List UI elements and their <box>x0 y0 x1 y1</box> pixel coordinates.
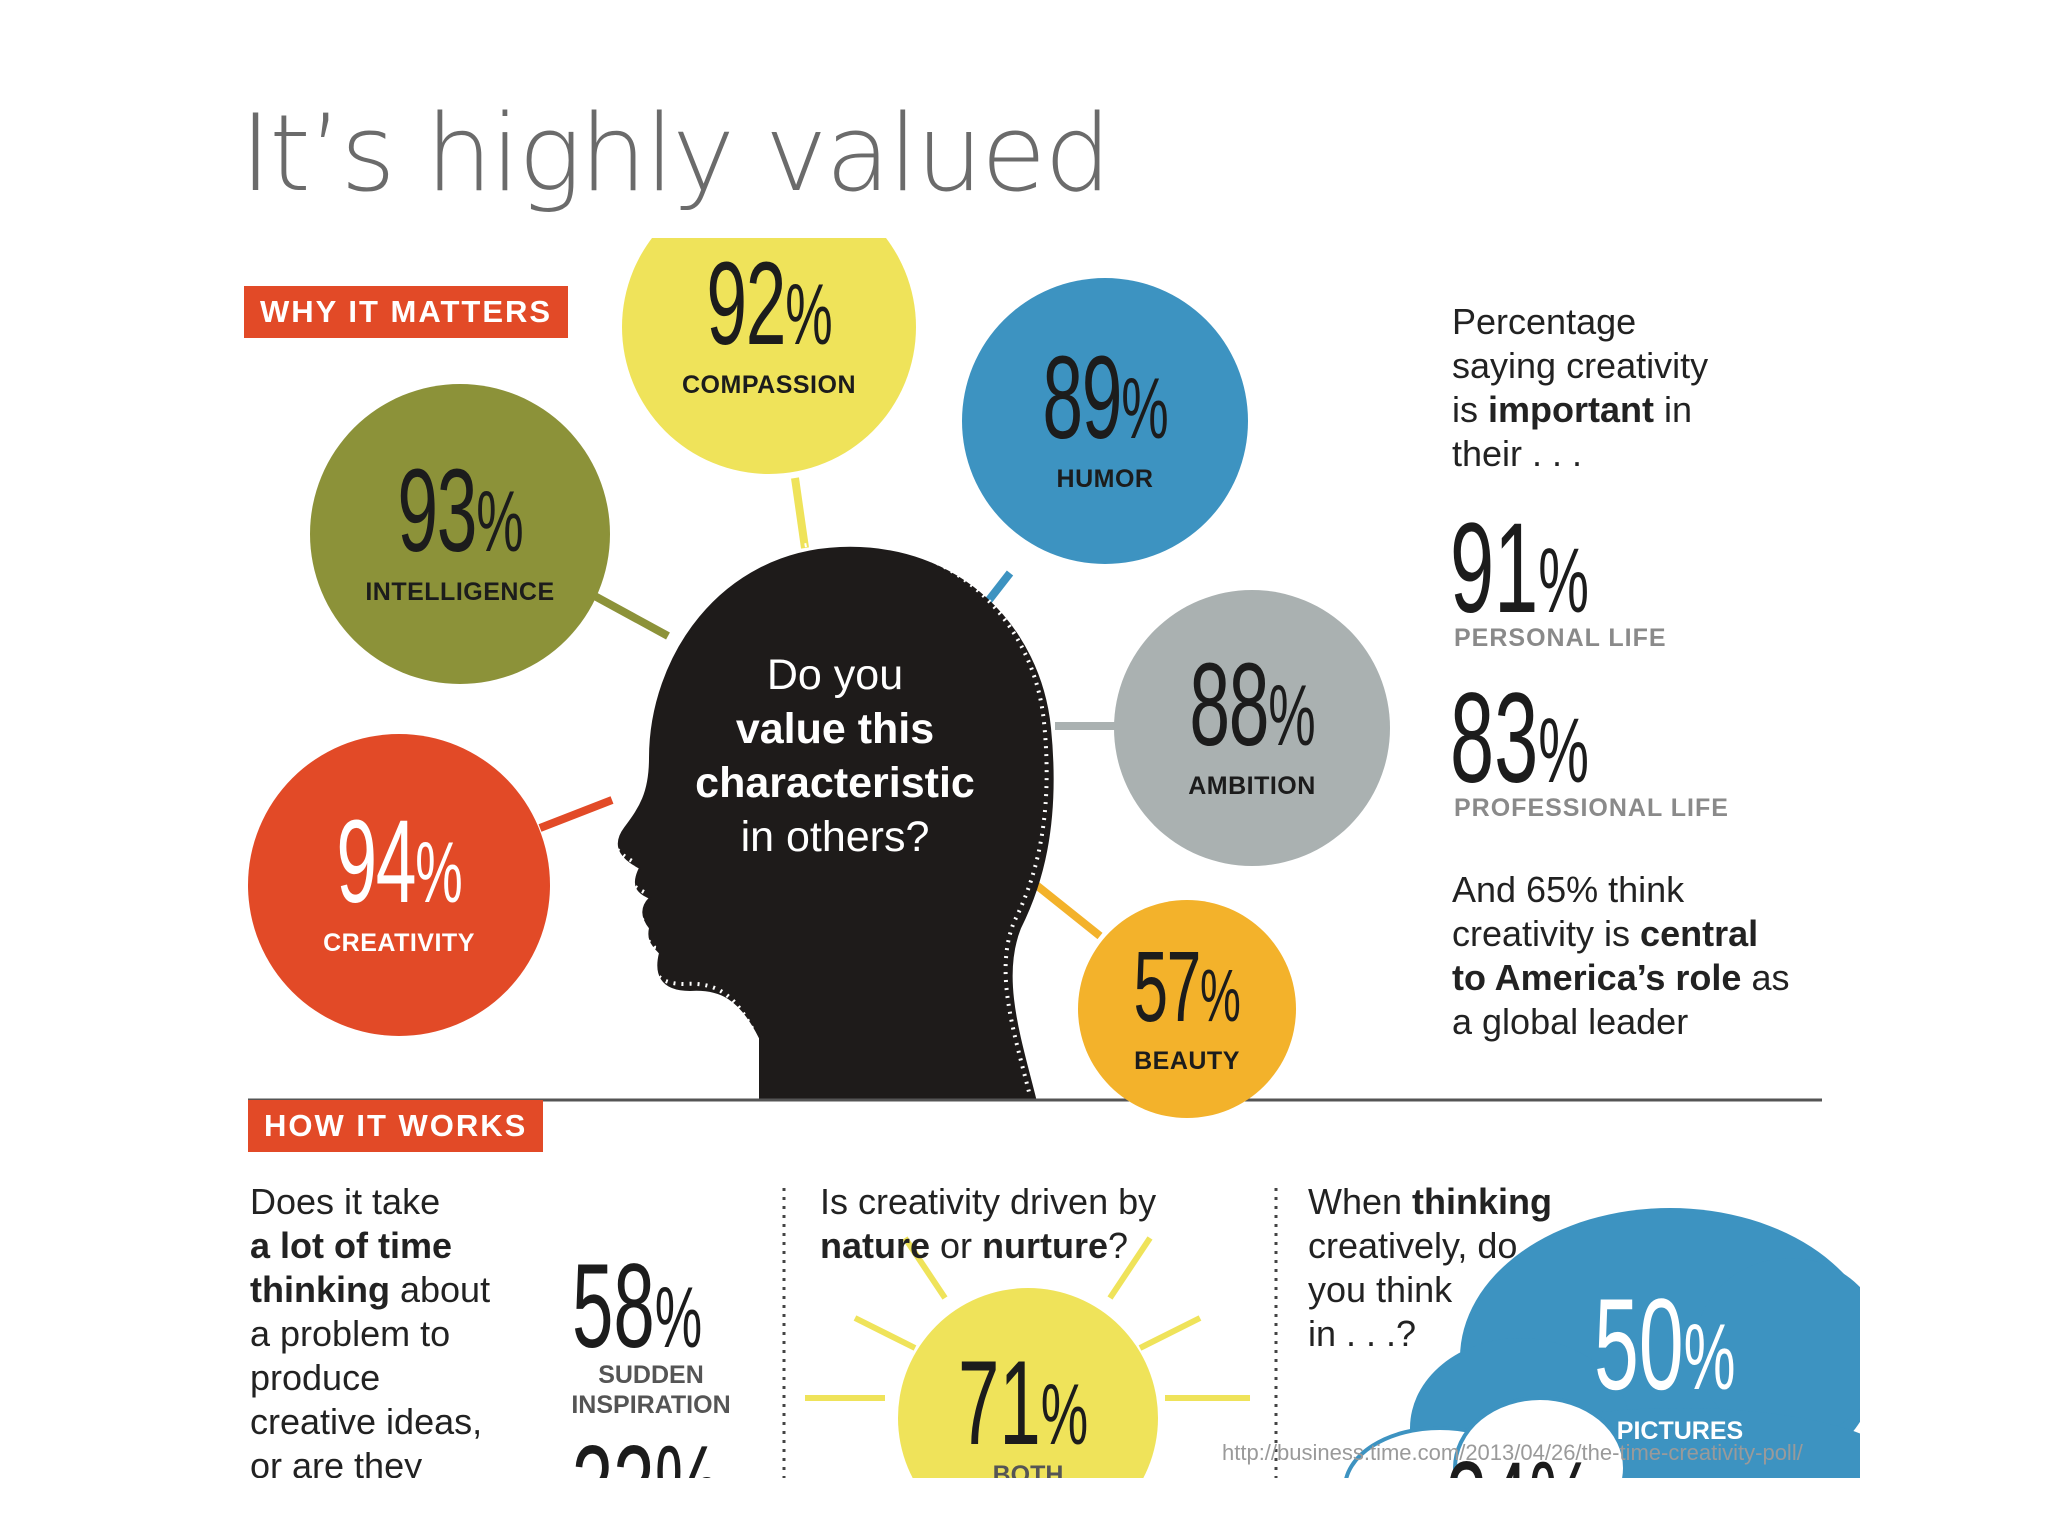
connector-compassion <box>791 477 809 549</box>
intelligence-percent: 93% <box>397 445 523 577</box>
sudden-inspiration-label: SUDDEN INSPIRATION <box>571 1361 731 1419</box>
bubble-compassion: 92% COMPASSION <box>622 238 916 474</box>
bubble-humor: 89% HUMOR <box>962 278 1248 564</box>
both-percent: 71% <box>958 1336 1089 1470</box>
both-label: BOTH <box>992 1461 1064 1478</box>
sudden-inspiration-percent: 58% <box>572 1239 703 1373</box>
question-line-1: Do you <box>766 651 904 699</box>
compassion-label: COMPASSION <box>682 371 856 399</box>
beauty-percent: 57% <box>1133 931 1241 1043</box>
bubble-beauty: 57% BEAUTY <box>1078 900 1296 1118</box>
small-cloud-shape <box>1344 1396 1627 1478</box>
pictures-percent: 50% <box>1594 1271 1736 1417</box>
bubble-creativity: 94% CREATIVITY <box>248 734 550 1036</box>
sun-circle <box>898 1288 1158 1478</box>
ambition-percent: 88% <box>1189 639 1315 771</box>
intelligence-label: INTELLIGENCE <box>365 578 555 606</box>
professional-life-label: PROFESSIONAL LIFE <box>1454 794 1729 822</box>
creativity-infographic: WHY IT MATTERS 92% COMPASSION 93% INTELL… <box>0 238 1860 1478</box>
question-line-2: value this <box>735 705 935 753</box>
source-link[interactable]: http://business.time.com/2013/04/26/the-… <box>1222 1440 1803 1465</box>
head-silhouette <box>617 546 1054 1099</box>
q2-text: Is creativity driven by nature or nurtur… <box>820 1181 1157 1266</box>
connector-creativity <box>538 796 614 832</box>
infographic-graphics <box>248 477 1860 1478</box>
head-dotted-outline <box>610 539 1049 1093</box>
q1-partial-percent: 33% <box>572 1428 721 1478</box>
humor-label: HUMOR <box>1056 465 1154 493</box>
why-it-matters-label: WHY IT MATTERS <box>244 286 569 338</box>
slide-title: It’s highly valued <box>240 92 1112 215</box>
question-line-3: characteristic <box>695 759 975 807</box>
head-question: Do you value this characteristic in othe… <box>650 648 1020 864</box>
side-closing: And 65% think creativity is central to A… <box>1452 869 1790 1042</box>
pictures-label: PICTURES <box>1616 1417 1744 1445</box>
professional-life-percent: 83% <box>1450 667 1589 810</box>
sun-rays <box>805 1236 1250 1401</box>
bubble-intelligence: 93% INTELLIGENCE <box>310 384 610 684</box>
beauty-label: BEAUTY <box>1134 1047 1240 1075</box>
compassion-percent: 92% <box>706 238 832 370</box>
creativity-label: CREATIVITY <box>323 929 475 957</box>
bubble-ambition: 88% AMBITION <box>1114 590 1390 866</box>
question-line-4: in others? <box>740 813 930 861</box>
q1-text: Does it take a lot of time thinking abou… <box>250 1181 491 1478</box>
side-intro: Percentage saying creativity is importan… <box>1452 301 1709 474</box>
creativity-percent: 94% <box>336 796 462 928</box>
ambition-label: AMBITION <box>1188 772 1316 800</box>
personal-life-percent: 91% <box>1450 497 1589 640</box>
humor-percent: 89% <box>1042 332 1168 464</box>
personal-life-label: PERSONAL LIFE <box>1454 624 1667 652</box>
q3-text: When thinking creatively, do you think i… <box>1308 1181 1553 1354</box>
how-it-works-label: HOW IT WORKS <box>248 1100 544 1152</box>
